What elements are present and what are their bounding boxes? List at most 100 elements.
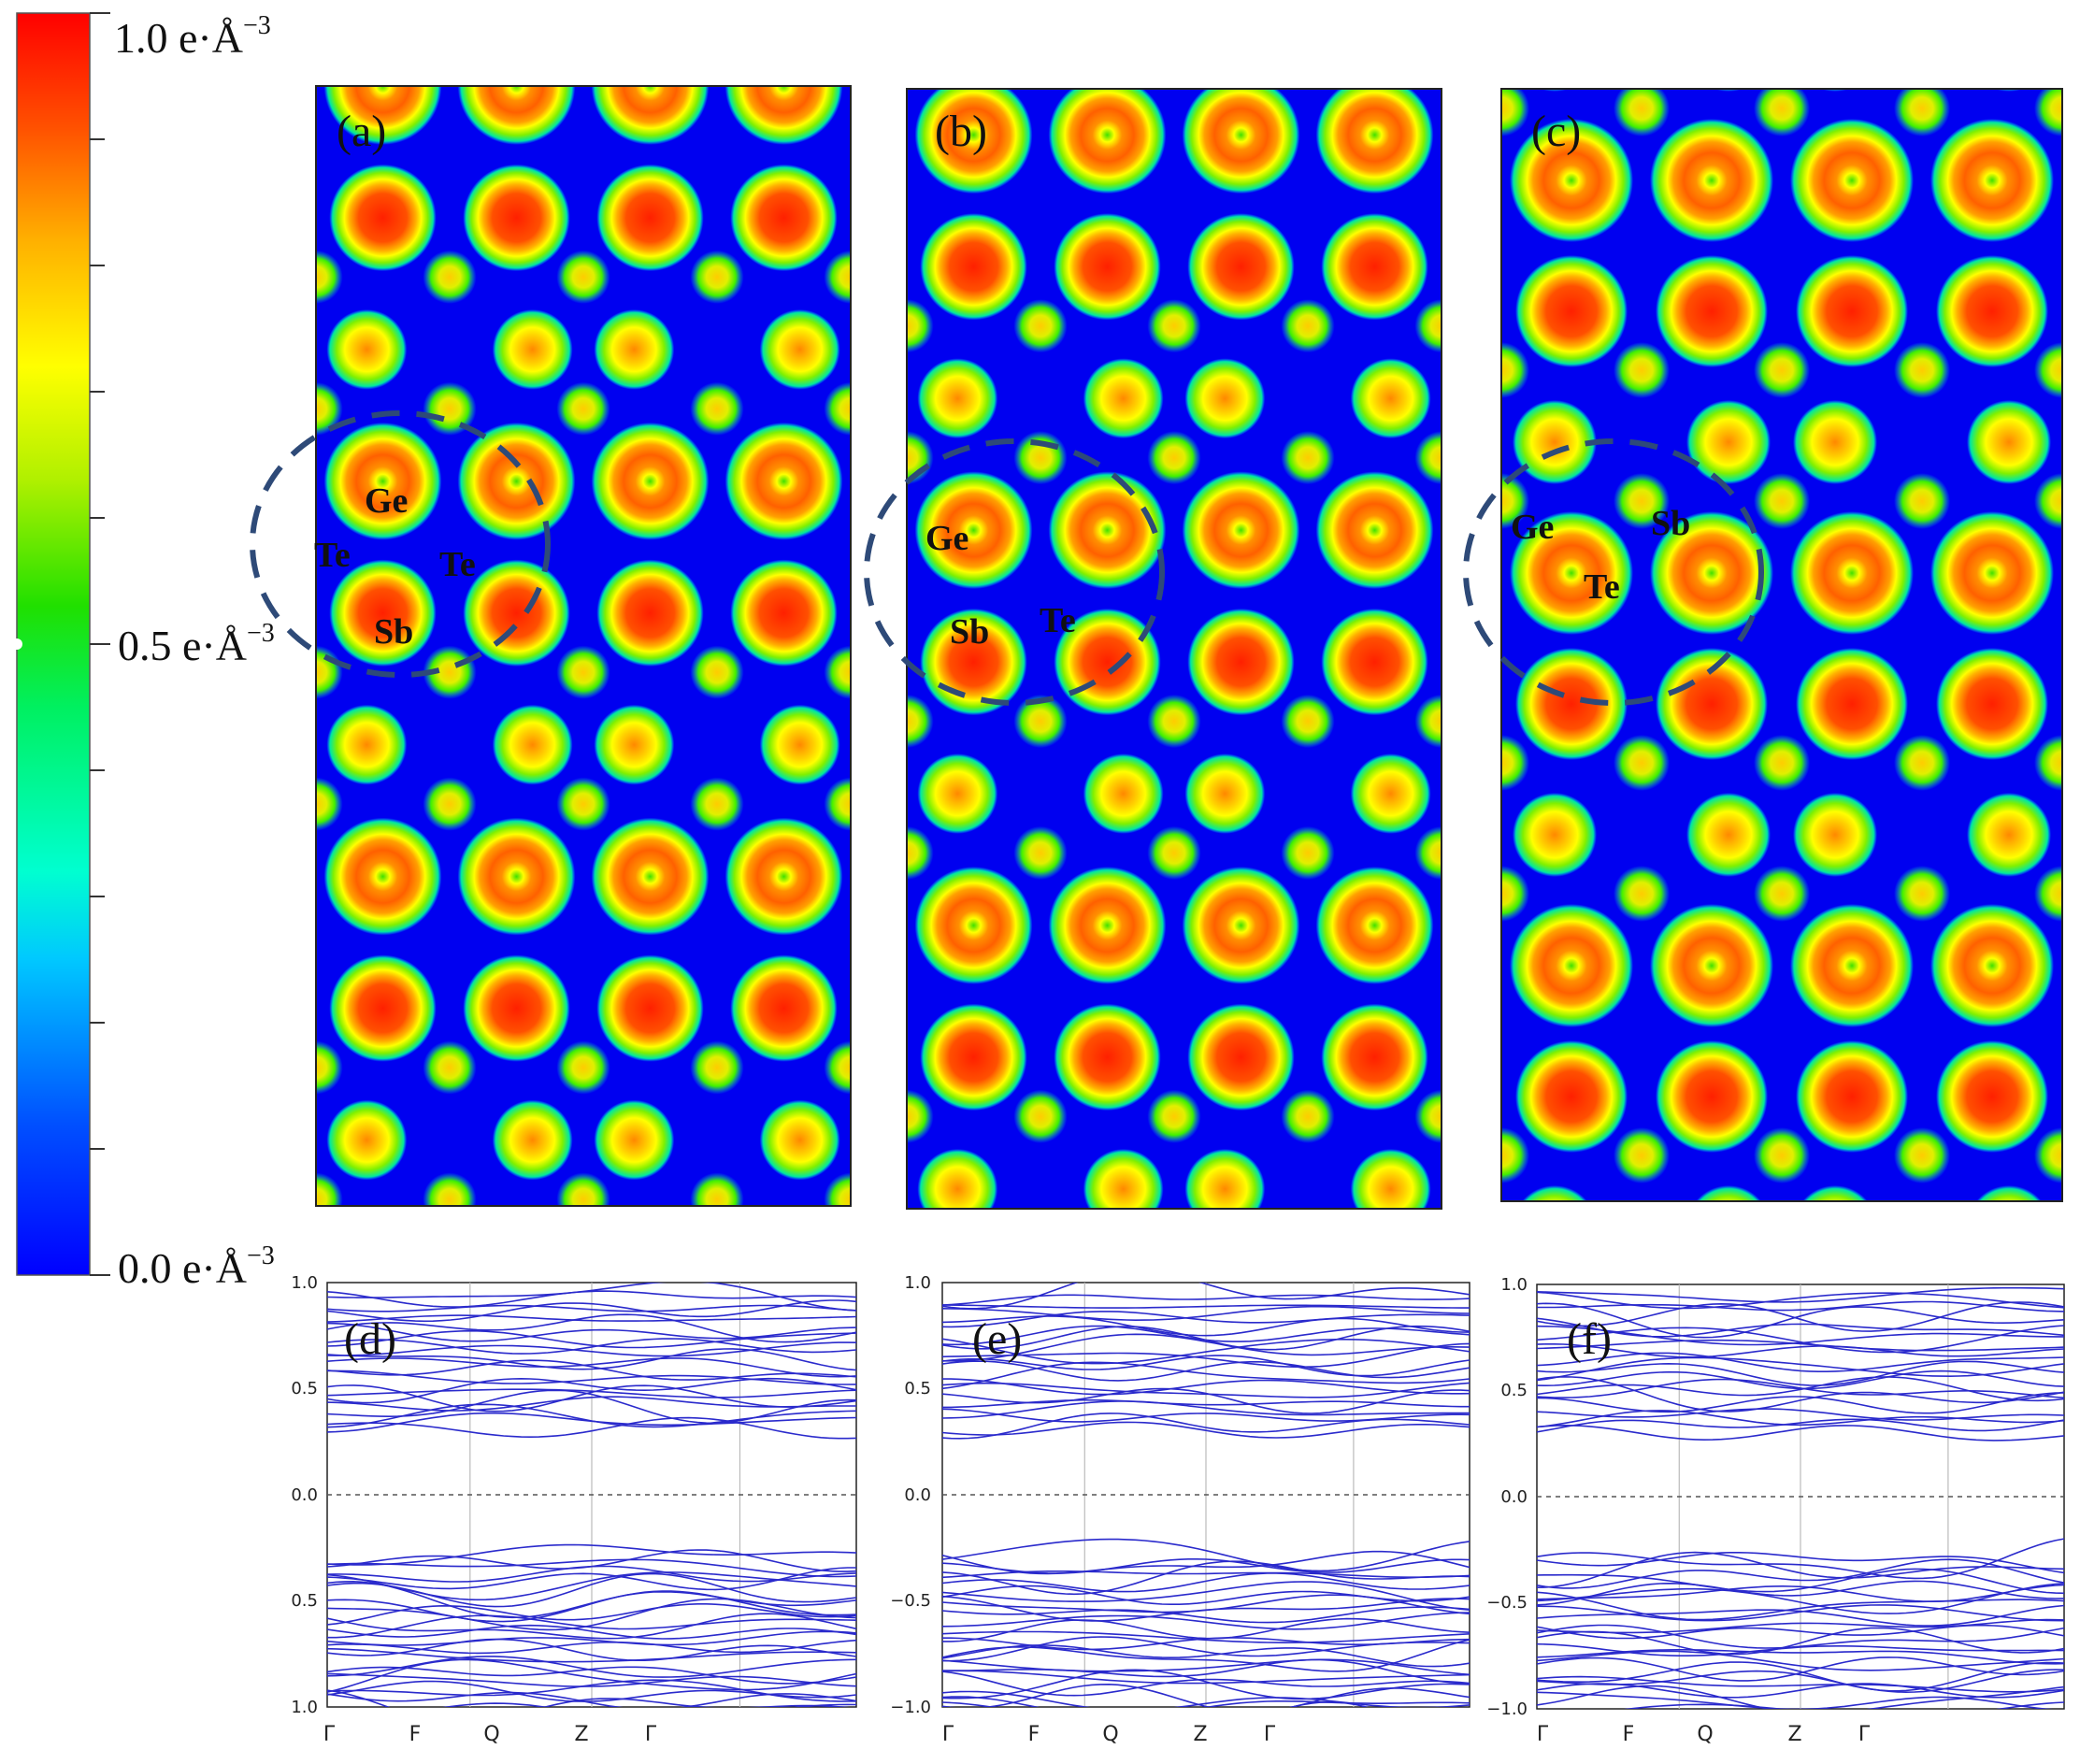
density-blob (556, 381, 610, 436)
density-blob (724, 86, 843, 145)
density-blob (1501, 473, 1529, 529)
atom-label-sb-c: Sb (1651, 504, 1690, 543)
band-line (327, 1717, 856, 1733)
density-blob (1650, 904, 1773, 1027)
ytick-e-3: 0.0 (904, 1485, 931, 1505)
band-line (327, 1647, 856, 1663)
band-line (327, 1567, 856, 1591)
density-blob (556, 645, 610, 699)
density-blob (1650, 119, 1773, 242)
density-blob (1539, 89, 1571, 92)
density-blob (1754, 735, 1810, 791)
ytick-d-5: 1.0 (291, 1698, 318, 1717)
atom-label-te-b: Te (1040, 601, 1076, 640)
density-blob (316, 381, 343, 436)
band-line (942, 1550, 1470, 1575)
band-line (1537, 1624, 2064, 1640)
density-panel-a: (a) Ge Te Te Sb (250, 0, 877, 1207)
band-line (942, 1315, 1470, 1337)
colorbar-min-label: 0.0 e·Å−3 (118, 1241, 275, 1292)
density-blob (907, 825, 934, 881)
density-blob (329, 559, 437, 667)
density-panel-b: (b) Ge Sb Te (864, 88, 1442, 1210)
band-line (327, 1304, 856, 1312)
band-line (942, 1421, 1470, 1439)
density-blob (1350, 1148, 1431, 1209)
density-blob (2034, 342, 2062, 398)
density-blob (1437, 89, 1442, 90)
band-line (327, 1290, 856, 1308)
density-blob (1614, 89, 1670, 136)
density-blob (1182, 867, 1300, 984)
density-blob (1013, 431, 1068, 485)
density-blob (914, 867, 1033, 984)
density-blob (917, 753, 998, 834)
density-blob (423, 0, 476, 40)
kpoint-e-gamma2: Γ (1264, 1723, 1276, 1746)
band-line (942, 1304, 1470, 1309)
density-blob (1083, 1148, 1164, 1209)
density-blob (1414, 694, 1442, 749)
density-blob (1754, 866, 1810, 922)
density-blob (759, 1099, 840, 1181)
density-blob (1614, 1127, 1670, 1183)
kpoint-e-f: F (1028, 1723, 1040, 1746)
panel-label-f: (f) (1567, 1314, 1612, 1364)
band-line (1537, 1627, 2064, 1656)
density-blob (2034, 1127, 2062, 1183)
band-line (327, 1384, 856, 1413)
density-blob (690, 381, 744, 436)
density-blob (1796, 648, 1908, 760)
density-blob (1281, 694, 1335, 749)
density-blob (289, 0, 342, 40)
density-blob (423, 250, 477, 304)
density-blob (907, 1089, 934, 1143)
density-blob (2034, 866, 2062, 922)
density-blob (1521, 1185, 1588, 1201)
band-line (327, 1388, 856, 1398)
band-line (327, 1630, 856, 1646)
density-blob (1513, 793, 1597, 877)
kpoint-f-gamma1: Γ (1537, 1723, 1549, 1746)
density-blob (1754, 473, 1810, 529)
band-line (327, 1299, 856, 1323)
density-blob (1501, 89, 1529, 136)
band-line (942, 1670, 1470, 1685)
kpoint-f-z: Z (1787, 1723, 1801, 1746)
density-blob (1614, 473, 1670, 529)
density-blob (824, 0, 877, 40)
density-blob (730, 954, 838, 1062)
density-blob (329, 954, 437, 1062)
density-blob (596, 559, 704, 667)
band-line (327, 1572, 856, 1608)
density-blob (329, 164, 437, 272)
ytick-f-3: 0.0 (1500, 1487, 1528, 1507)
density-blob (492, 704, 573, 785)
band-line (942, 1413, 1470, 1440)
density-blob (1501, 1127, 1529, 1183)
density-blob (1695, 1185, 1762, 1201)
density-blob (907, 431, 934, 485)
band-line (942, 1333, 1470, 1362)
band-line (1537, 1649, 2064, 1665)
density-blob (1936, 648, 2048, 760)
density-blob (1147, 299, 1201, 353)
density-blob (1930, 119, 2054, 242)
density-blob (1501, 735, 1529, 791)
band-line (327, 1338, 856, 1355)
highlight-circle-a (250, 410, 551, 678)
band-line (942, 1311, 1470, 1328)
atom-label-ge-b: Ge (925, 519, 968, 558)
density-blob (1801, 1185, 1869, 1201)
band-line (327, 1416, 856, 1440)
density-blob (1083, 358, 1164, 439)
band-line (1537, 1352, 2064, 1372)
density-blob (824, 1172, 851, 1206)
density-blob (1894, 866, 1950, 922)
density-blob (1936, 1040, 2048, 1153)
density-blob (690, 1040, 744, 1095)
density-blob (1473, 1520, 1529, 1576)
density-blob (1147, 1089, 1201, 1143)
bands-f (1537, 1284, 2064, 1709)
density-blob (1048, 89, 1167, 194)
